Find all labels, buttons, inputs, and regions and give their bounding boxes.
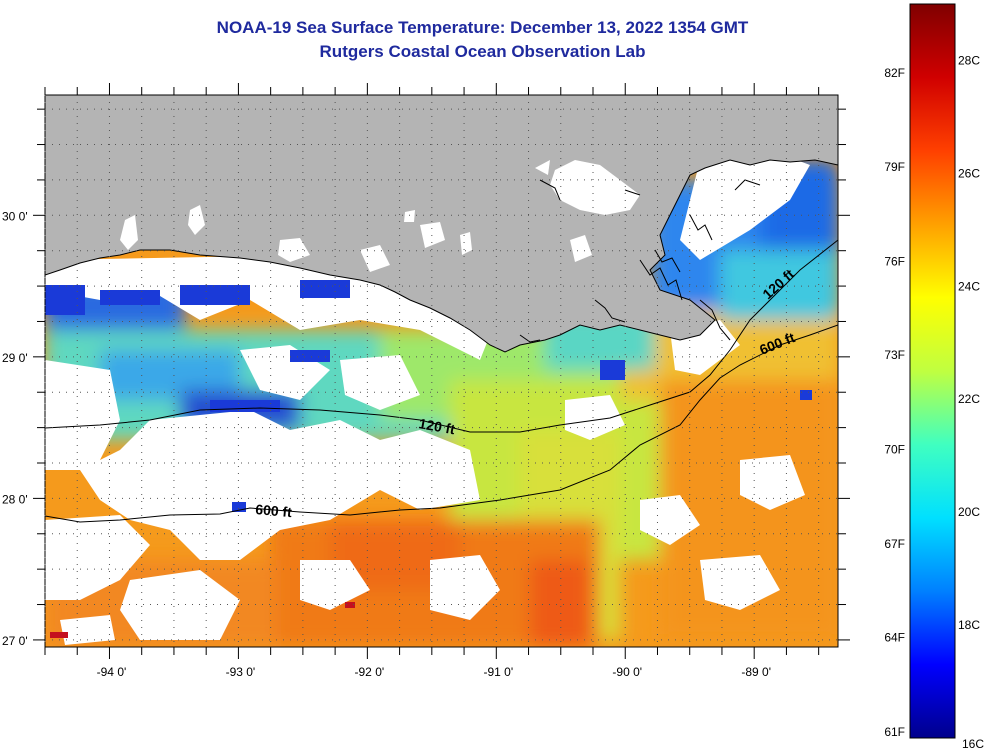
colorbar-labels: 61F 64F 67F 70F 73F 76F 79F 82F 16C 18C 20C 22C 24C 2… bbox=[884, 53, 984, 751]
isobath-600ft-line bbox=[45, 324, 838, 523]
lakes bbox=[120, 160, 640, 272]
isobath-label-600-west: 600 ft bbox=[255, 501, 293, 520]
coastline bbox=[45, 159, 838, 353]
lat-tick-label: 30 0' bbox=[2, 209, 28, 223]
colorbar-celsius-label: 20C bbox=[958, 505, 980, 519]
colorbar-celsius-label: 16C bbox=[962, 737, 984, 751]
map-subtitle: Rutgers Coastal Ocean Observation Lab bbox=[319, 42, 646, 61]
map-plot-area bbox=[45, 95, 838, 647]
lon-tick-label: -91 0' bbox=[483, 665, 513, 679]
lon-tick-label: -90 0' bbox=[612, 665, 642, 679]
colorbar-celsius-label: 22C bbox=[958, 392, 980, 406]
colorbar-fahrenheit-label: 73F bbox=[884, 348, 905, 362]
lon-tick-label: -93 0' bbox=[226, 665, 256, 679]
colorbar-celsius-label: 28C bbox=[958, 53, 980, 67]
lon-tick-label: -94 0' bbox=[97, 665, 127, 679]
colorbar-fahrenheit-label: 70F bbox=[884, 442, 905, 456]
colorbar-fahrenheit-label: 82F bbox=[884, 66, 905, 80]
delta-texture bbox=[519, 179, 761, 343]
axis-tick-labels: -94 0' -93 0' -92 0' -91 0' -90 0' -89 0' 27 0… bbox=[2, 209, 771, 679]
colorbar-fahrenheit-label: 61F bbox=[884, 725, 905, 739]
isobath-120ft-line bbox=[45, 239, 838, 433]
cold-pixels bbox=[45, 280, 812, 512]
colorbar-celsius-label: 26C bbox=[958, 166, 980, 180]
colorbar-fahrenheit-label: 64F bbox=[884, 630, 905, 644]
lat-tick-label: 28 0' bbox=[2, 492, 28, 506]
map-title: NOAA-19 Sea Surface Temperature: Decembe… bbox=[216, 18, 749, 37]
axis-ticks bbox=[33, 83, 850, 659]
colorbar-fahrenheit-label: 79F bbox=[884, 160, 905, 174]
warm-pixels bbox=[50, 602, 355, 638]
lat-tick-label: 29 0' bbox=[2, 351, 28, 365]
colorbar-celsius-label: 24C bbox=[958, 279, 980, 293]
lon-tick-label: -92 0' bbox=[355, 665, 385, 679]
colorbar bbox=[909, 3, 956, 739]
colorbar-fahrenheit-label: 76F bbox=[884, 254, 905, 268]
lat-tick-label: 27 0' bbox=[2, 634, 28, 648]
isobath-label-120-west: 120 ft bbox=[417, 415, 456, 437]
graticule bbox=[44, 95, 838, 647]
land-mass bbox=[45, 95, 838, 352]
map-frame bbox=[44, 94, 839, 648]
lon-tick-label: -89 0' bbox=[741, 665, 771, 679]
colorbar-fahrenheit-label: 67F bbox=[884, 537, 905, 551]
colorbar-celsius-label: 18C bbox=[958, 618, 980, 632]
